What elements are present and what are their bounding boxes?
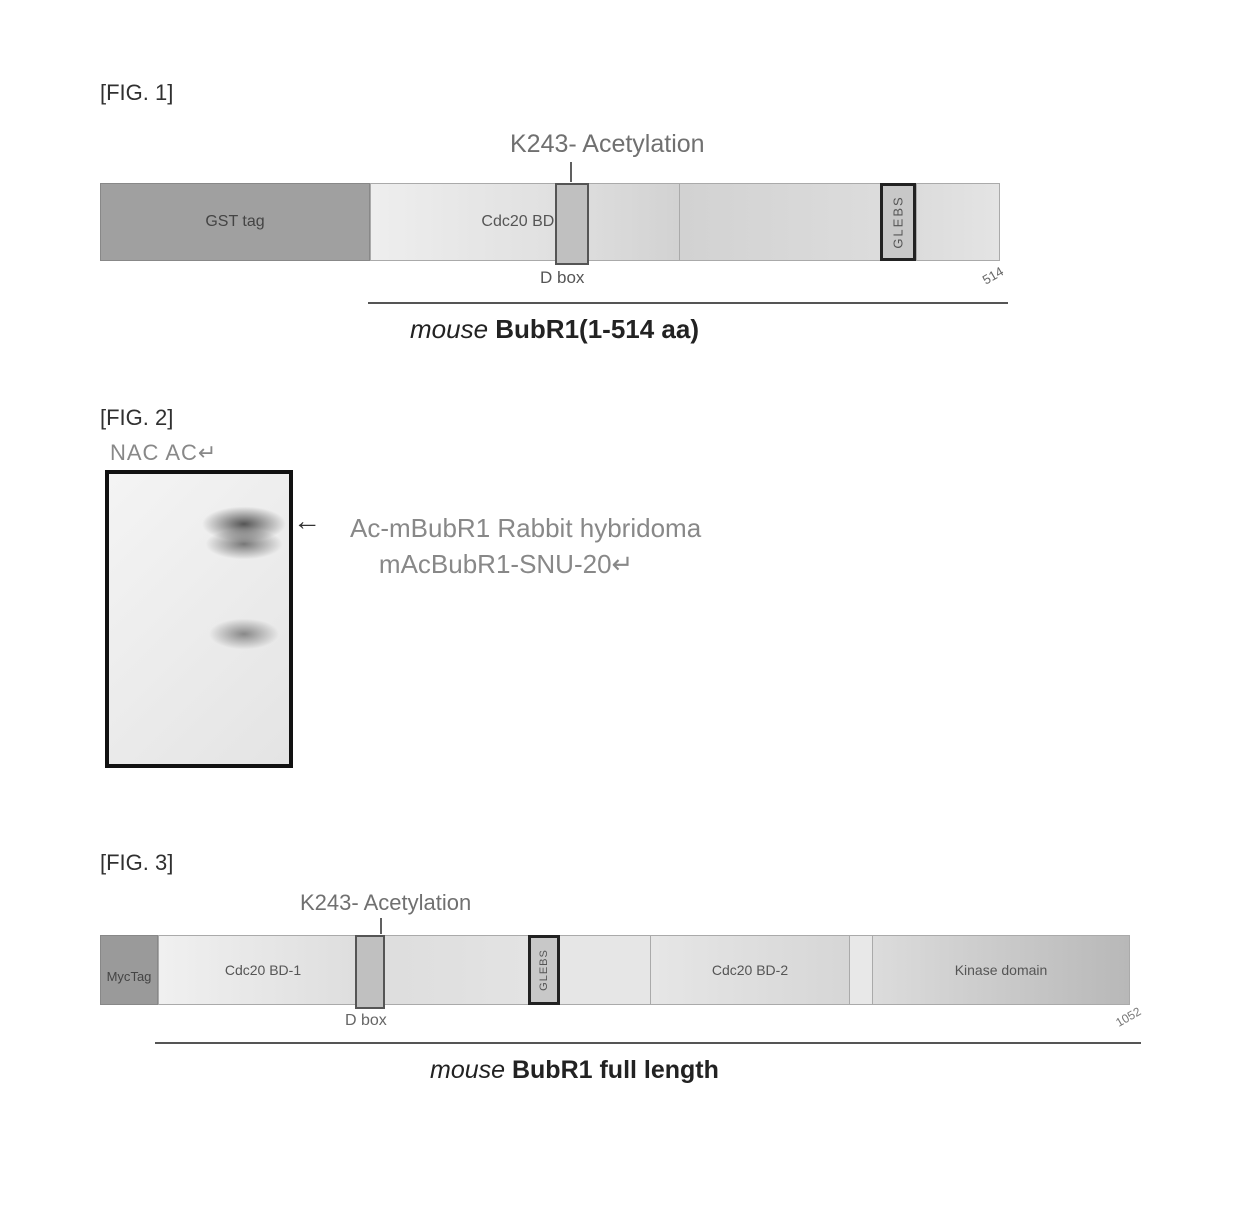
fig3-dbox-label: D box (345, 1012, 387, 1030)
fig3-kinase-domain: Kinase domain (872, 935, 1130, 1005)
fig1-dbox-label: D box (540, 268, 584, 288)
fig3-caption-italic: mouse (430, 1056, 512, 1084)
fig1-gst-tag-domain: GST tag (100, 183, 370, 261)
fig3-underline (155, 1042, 1141, 1044)
fig3-label: [FIG. 3] (100, 850, 173, 876)
fig3-cdc20-bd2-domain: Cdc20 BD-2 (650, 935, 850, 1005)
fig1-dbox-marker (555, 183, 589, 265)
fig1-acetylation-label: K243- Acetylation (510, 130, 705, 159)
fig1-acetylation-tick (570, 162, 572, 182)
fig1-label: [FIG. 1] (100, 80, 173, 106)
fig2-arrow-icon: ← (293, 505, 321, 537)
fig3-myc-tag-domain: Myc Tag (100, 935, 158, 1005)
fig3-glebs-domain: GLEBS (528, 935, 560, 1005)
fig3-acetylation-label: K243- Acetylation (300, 890, 471, 916)
fig3-caption: mouse BubR1 full length (430, 1056, 719, 1085)
fig1-domain-bar: GST tag Cdc20 BD-1 GLEBS (100, 183, 1000, 261)
fig1-glebs-domain: GLEBS (880, 183, 916, 261)
fig3-domain-bar: Myc Tag Cdc20 BD-1 GLEBS Cdc20 BD-2 Kina… (100, 935, 1130, 1005)
fig3-gap2-region (850, 935, 872, 1005)
fig1-cdc20-bd1-domain: Cdc20 BD-1 (370, 183, 680, 261)
fig3-tag-line2: Tag (130, 970, 151, 984)
fig3-glebs-text: GLEBS (538, 949, 550, 991)
fig1-caption-italic: mouse (410, 314, 495, 344)
fig2-label: [FIG. 2] (100, 405, 173, 431)
fig1-tail-region (916, 183, 1000, 261)
fig1-caption: mouse BubR1(1-514 aa) (410, 314, 699, 345)
fig3-mid1-region (368, 935, 528, 1005)
fig1-mid-region (680, 183, 880, 261)
fig1-glebs-text: GLEBS (891, 195, 906, 248)
fig1-underline (368, 302, 1008, 304)
fig3-acetylation-tick (380, 918, 382, 934)
fig2-text-line1: Ac-mBubR1 Rabbit hybridoma (350, 513, 701, 543)
fig2-description: Ac-mBubR1 Rabbit hybridoma mAcBubR1-SNU-… (350, 510, 701, 583)
fig1-end-position: 514 (980, 264, 1006, 288)
fig3-end-position: 1052 (1113, 1004, 1143, 1029)
fig3-dbox-marker (355, 935, 385, 1009)
fig2-text-line2: mAcBubR1-SNU-20↵ (379, 549, 633, 579)
fig1-caption-bold: BubR1(1-514 aa) (495, 314, 699, 344)
fig3-gap1-region (560, 935, 650, 1005)
fig2-lane-labels: NAC AC↵ (110, 440, 217, 466)
fig3-caption-bold: BubR1 full length (512, 1056, 719, 1084)
fig2-western-blot (105, 470, 293, 768)
fig3-cdc20-bd1-domain: Cdc20 BD-1 (158, 935, 368, 1005)
page: [FIG. 1] K243- Acetylation GST tag Cdc20… (0, 0, 1240, 1211)
fig3-tag-line1: Myc (107, 970, 131, 984)
